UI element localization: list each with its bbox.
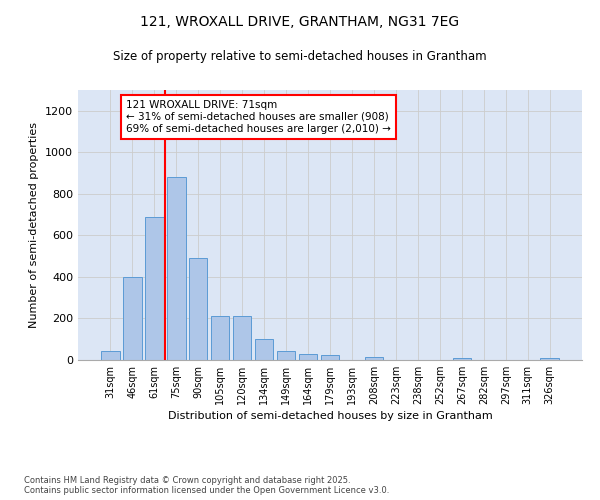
Bar	[541, 358, 559, 360]
Bar	[233, 316, 251, 360]
Bar	[452, 358, 471, 360]
Bar	[145, 216, 164, 360]
Y-axis label: Number of semi-detached properties: Number of semi-detached properties	[29, 122, 40, 328]
Bar	[320, 355, 340, 360]
Bar	[189, 258, 208, 360]
Bar	[101, 350, 119, 360]
Bar	[299, 354, 317, 360]
Bar	[365, 357, 383, 360]
Bar	[277, 350, 295, 360]
Text: Contains HM Land Registry data © Crown copyright and database right 2025.
Contai: Contains HM Land Registry data © Crown c…	[24, 476, 389, 495]
Text: 121, WROXALL DRIVE, GRANTHAM, NG31 7EG: 121, WROXALL DRIVE, GRANTHAM, NG31 7EG	[140, 15, 460, 29]
X-axis label: Distribution of semi-detached houses by size in Grantham: Distribution of semi-detached houses by …	[167, 412, 493, 422]
Text: 121 WROXALL DRIVE: 71sqm
← 31% of semi-detached houses are smaller (908)
69% of : 121 WROXALL DRIVE: 71sqm ← 31% of semi-d…	[126, 100, 391, 134]
Text: Size of property relative to semi-detached houses in Grantham: Size of property relative to semi-detach…	[113, 50, 487, 63]
Bar	[167, 177, 185, 360]
Bar	[255, 339, 274, 360]
Bar	[211, 316, 229, 360]
Bar	[123, 277, 142, 360]
